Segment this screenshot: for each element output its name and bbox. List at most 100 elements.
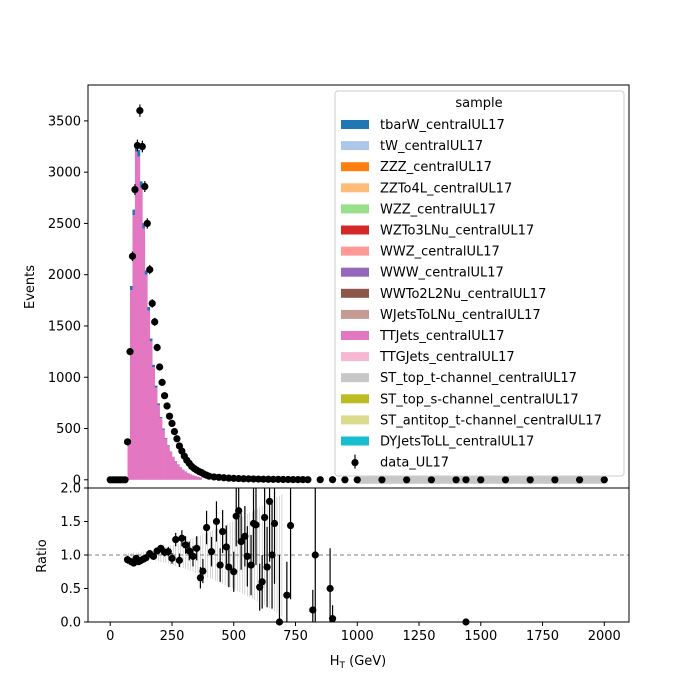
legend-label: WZTo3LNu_centralUL17 xyxy=(380,224,534,239)
legend-swatch xyxy=(341,225,369,235)
data-point xyxy=(427,476,435,484)
ratio-y-tick-label: 0.5 xyxy=(60,582,81,597)
data-point xyxy=(501,476,510,484)
bar-tbarw xyxy=(139,181,143,188)
data-point xyxy=(146,265,154,274)
main-y-tick-label: 3500 xyxy=(48,114,81,129)
bar-ttjets xyxy=(189,474,193,480)
main-y-tick-label: 3000 xyxy=(48,166,81,181)
bar-tbarw xyxy=(132,209,136,216)
ratio-x-tick-label: 2000 xyxy=(588,629,621,644)
ratio-y-tick-label: 2.0 xyxy=(60,482,81,497)
legend-label: ST_top_s-channel_centralUL17 xyxy=(380,392,579,407)
data-point xyxy=(526,476,534,484)
bar-ttjets xyxy=(169,452,173,480)
data-point xyxy=(462,476,470,484)
bar-ttjets xyxy=(167,445,170,480)
bar-tbarw xyxy=(152,364,155,367)
ratio-x-tick-label: 250 xyxy=(160,629,185,644)
main-y-ticks: 0 500 1000 1500 2000 2500 3000 3500 xyxy=(48,114,605,492)
ratio-x-tick-label: 500 xyxy=(221,629,246,644)
main-y-tick-label: 2000 xyxy=(48,268,81,283)
legend-label: tbarW_centralUL17 xyxy=(380,118,505,133)
ratio-y-ticks: 0.0 0.5 1.0 1.5 2.0 xyxy=(60,482,88,631)
data-point xyxy=(452,476,460,484)
legend-label: ST_antitop_t-channel_centralUL17 xyxy=(380,413,602,428)
data-point xyxy=(148,299,156,308)
legend-swatch xyxy=(351,459,359,467)
ratio-point xyxy=(241,532,249,540)
data-point xyxy=(170,428,179,436)
bar-ttjets xyxy=(132,215,136,480)
data-point xyxy=(123,438,132,446)
data-point xyxy=(141,182,149,191)
data-point xyxy=(477,476,485,484)
ratio-point xyxy=(247,561,255,569)
legend-swatch xyxy=(341,120,369,129)
bar-ttjets xyxy=(186,473,190,480)
ratio-point xyxy=(252,521,260,529)
bar-ttjets xyxy=(184,471,188,480)
bar-tbarw xyxy=(169,451,173,453)
bar-ttjets xyxy=(144,274,148,480)
legend-swatch xyxy=(341,204,369,214)
data-point xyxy=(160,392,169,400)
ratio-point xyxy=(149,552,158,560)
data-point xyxy=(158,378,166,386)
ratio-point xyxy=(181,541,190,549)
bar-tbarw xyxy=(154,385,158,388)
ratio-point xyxy=(311,551,319,559)
legend-swatch xyxy=(341,183,369,193)
ratio-y-tick-label: 1.5 xyxy=(60,515,81,530)
data-point xyxy=(173,435,181,443)
ratio-point xyxy=(164,548,172,556)
bar-ttjets xyxy=(174,461,178,480)
ratio-point xyxy=(258,578,266,586)
ratio-point xyxy=(256,583,264,591)
legend-label: TTJets_centralUL17 xyxy=(379,329,505,344)
bar-ttjets xyxy=(147,310,151,480)
data-point xyxy=(131,185,139,194)
bar-ttjets xyxy=(134,151,138,480)
legend-swatch xyxy=(341,141,369,151)
ratio-point xyxy=(326,584,334,593)
data-point xyxy=(575,476,584,484)
main-y-tick-label: 1000 xyxy=(48,371,81,386)
data-point xyxy=(121,476,129,484)
ratio-point xyxy=(261,513,269,522)
data-point xyxy=(328,476,337,484)
ratio-x-label: HT (GeV) xyxy=(330,654,387,671)
bar-ttjets xyxy=(191,475,195,480)
ratio-point xyxy=(309,606,317,614)
legend-swatch xyxy=(341,162,369,172)
ratio-point xyxy=(212,517,221,526)
ratio-point xyxy=(219,527,227,536)
ratio-point xyxy=(216,561,224,569)
bar-ttjets xyxy=(129,290,133,480)
bar-ttjets xyxy=(137,156,141,480)
ratio-y-label: Ratio xyxy=(35,539,50,572)
bar-ttjets xyxy=(154,387,158,480)
legend-label: WJetsToLNu_centralUL17 xyxy=(380,308,541,323)
legend-label: data_UL17 xyxy=(380,456,449,471)
bar-ttjets xyxy=(194,476,197,480)
bar-ttjets xyxy=(164,438,168,480)
data-point xyxy=(600,476,608,484)
bar-ttjets xyxy=(171,457,175,480)
legend-swatch xyxy=(341,246,369,256)
ratio-point xyxy=(196,574,204,582)
main-y-label: Events xyxy=(23,265,38,309)
data-point xyxy=(138,142,146,151)
ratio-point xyxy=(265,497,274,505)
legend-label: TTGJets_centralUL17 xyxy=(379,350,515,365)
bar-ttjets xyxy=(142,228,146,480)
ratio-point xyxy=(270,519,279,528)
legend-label: ST_top_t-channel_centralUL17 xyxy=(380,371,577,386)
legend-label: tW_centralUL17 xyxy=(380,139,483,154)
ratio-point xyxy=(235,507,243,515)
ratio-point xyxy=(185,547,193,555)
ratio-x-ticks: 0 250 500 750 1000 1250 1500 1750 2000 xyxy=(106,622,621,644)
ratio-point xyxy=(178,534,186,542)
data-point xyxy=(341,476,349,484)
bar-ttjets xyxy=(152,366,155,480)
